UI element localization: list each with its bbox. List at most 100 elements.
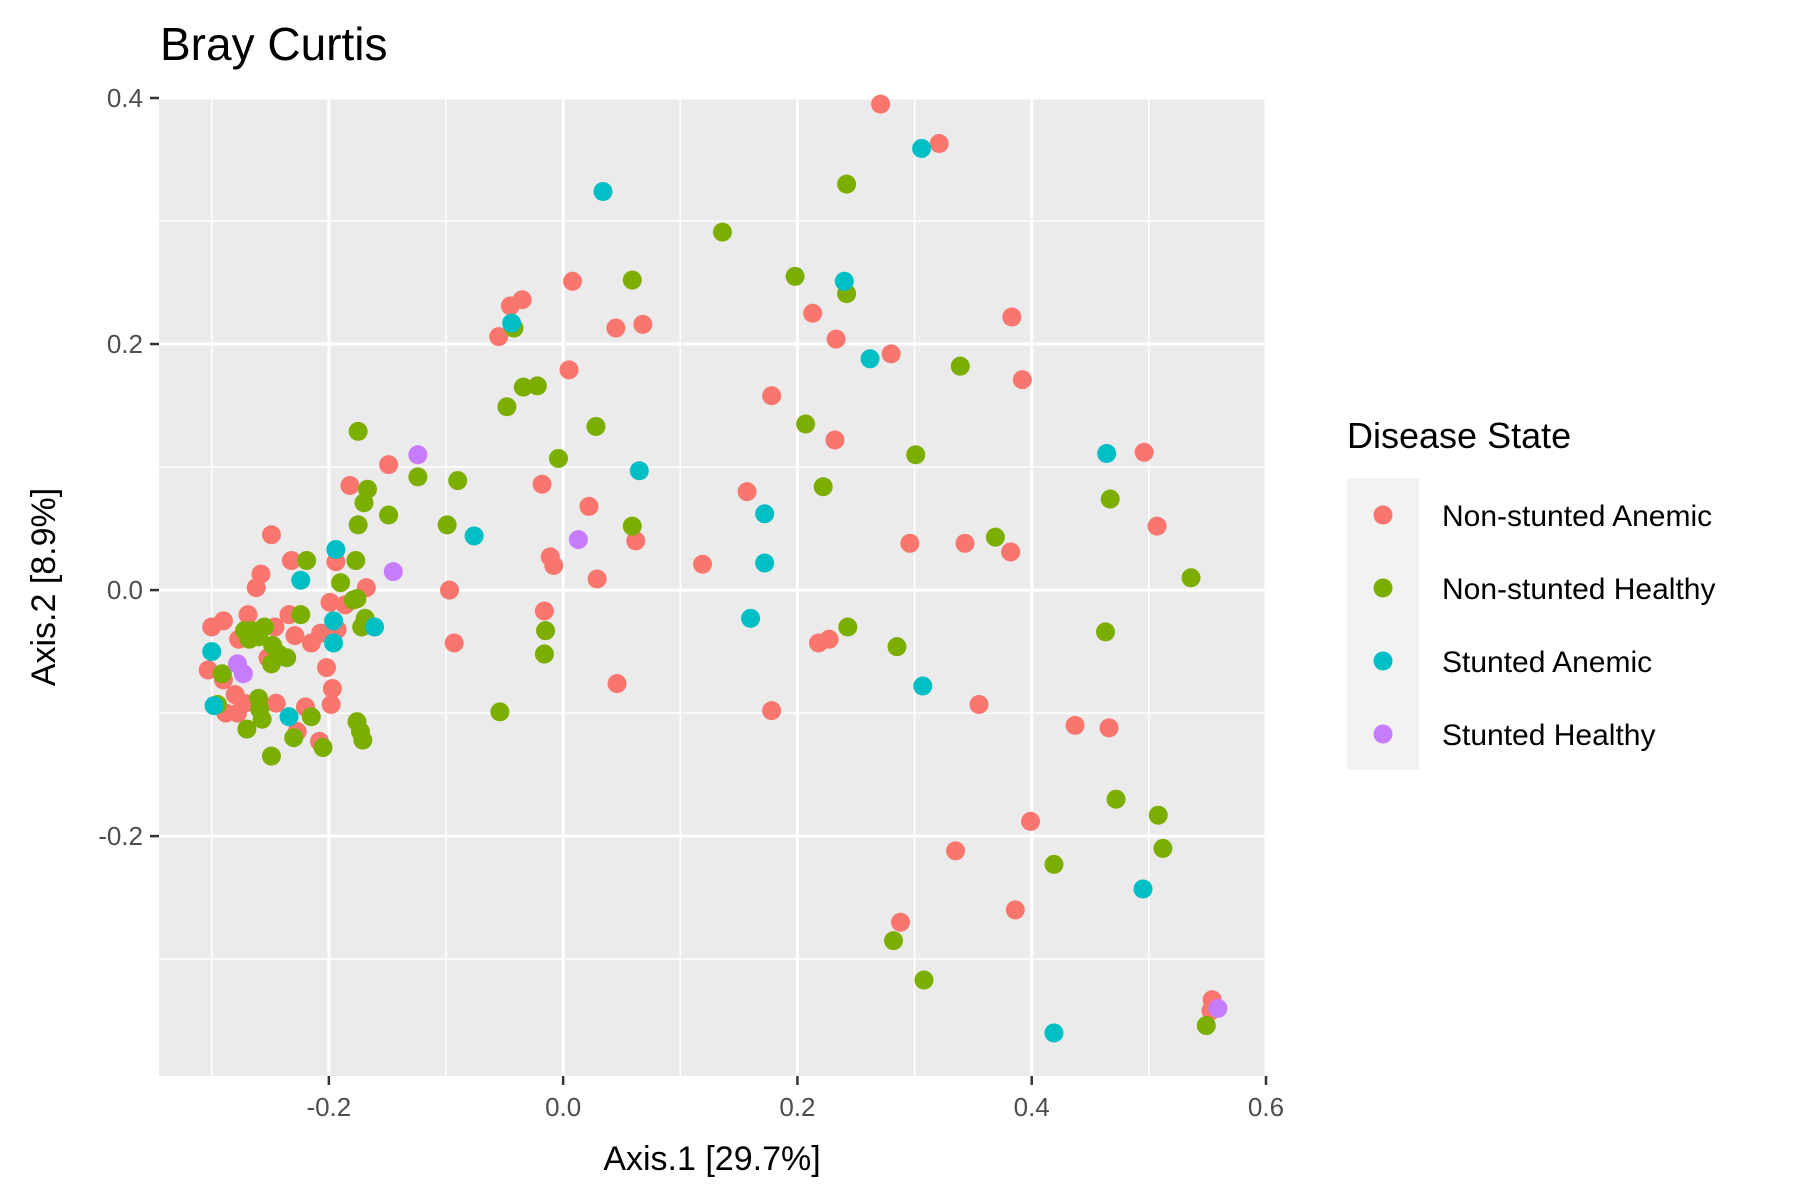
legend-key-background	[1347, 478, 1419, 770]
point-non-stunted-healthy	[261, 654, 281, 674]
point-stunted-anemic	[860, 349, 880, 369]
point-non-stunted-anemic	[322, 678, 342, 698]
point-non-stunted-anemic	[626, 531, 646, 551]
point-stunted-anemic	[365, 617, 385, 637]
point-non-stunted-healthy	[837, 174, 857, 194]
point-non-stunted-anemic	[285, 626, 305, 646]
y-tick-label: 0.0	[107, 575, 143, 605]
point-non-stunted-healthy	[906, 445, 926, 465]
point-non-stunted-healthy	[586, 416, 606, 436]
point-stunted-anemic	[1133, 879, 1153, 899]
x-tick-label: 0.4	[1014, 1092, 1050, 1122]
point-stunted-anemic	[1044, 1023, 1064, 1043]
point-non-stunted-anemic	[737, 482, 757, 502]
point-non-stunted-healthy	[353, 730, 373, 750]
point-non-stunted-healthy	[622, 270, 642, 290]
y-axis-title: Axis.2 [8.9%]	[25, 488, 63, 686]
point-non-stunted-anemic	[803, 303, 823, 323]
point-non-stunted-anemic	[606, 318, 626, 338]
point-non-stunted-anemic	[320, 592, 340, 612]
point-stunted-anemic	[464, 526, 484, 546]
legend-items: Non-stunted Anemic Non-stunted Healthy Stu…	[1373, 500, 1716, 752]
point-non-stunted-healthy	[1148, 805, 1168, 825]
point-non-stunted-anemic	[1147, 516, 1167, 536]
point-non-stunted-anemic	[563, 271, 583, 291]
point-non-stunted-anemic	[607, 674, 627, 694]
point-non-stunted-anemic	[261, 525, 281, 545]
point-non-stunted-healthy	[237, 719, 257, 739]
point-non-stunted-healthy	[497, 397, 517, 417]
point-non-stunted-anemic	[1005, 900, 1025, 920]
point-non-stunted-healthy	[212, 664, 232, 684]
point-non-stunted-healthy	[408, 467, 428, 487]
point-non-stunted-anemic	[213, 611, 233, 631]
legend-label-stunted-anemic: Stunted Anemic	[1442, 646, 1652, 679]
point-non-stunted-anemic	[317, 658, 337, 678]
point-non-stunted-healthy	[379, 505, 399, 525]
legend-key-stunted-anemic	[1373, 651, 1393, 671]
point-non-stunted-healthy	[348, 515, 368, 535]
point-non-stunted-anemic	[266, 693, 286, 713]
point-non-stunted-healthy	[301, 707, 321, 727]
point-non-stunted-healthy	[914, 970, 934, 990]
minor-gridlines	[159, 98, 1266, 1076]
point-non-stunted-healthy	[261, 746, 281, 766]
y-axis: -0.2 0.0 0.2 0.4	[98, 83, 159, 851]
point-non-stunted-healthy	[291, 605, 311, 625]
point-non-stunted-anemic	[1134, 442, 1154, 462]
point-non-stunted-anemic	[246, 578, 266, 598]
point-non-stunted-anemic	[826, 329, 846, 349]
x-tick-label: 0.6	[1248, 1092, 1284, 1122]
point-non-stunted-healthy	[548, 448, 568, 468]
plot-panel	[159, 98, 1266, 1076]
point-non-stunted-anemic	[311, 623, 331, 643]
point-non-stunted-healthy	[437, 515, 457, 535]
point-stunted-anemic	[913, 676, 933, 696]
point-non-stunted-healthy	[985, 527, 1005, 547]
point-non-stunted-healthy	[950, 356, 970, 376]
point-non-stunted-healthy	[346, 551, 366, 571]
point-non-stunted-anemic	[532, 474, 552, 494]
point-stunted-anemic	[502, 313, 522, 333]
point-non-stunted-anemic	[946, 841, 966, 861]
point-non-stunted-healthy	[838, 617, 858, 637]
point-stunted-anemic	[279, 707, 299, 727]
point-stunted-healthy	[383, 562, 403, 582]
x-tick-label: 0.0	[545, 1092, 581, 1122]
legend-key-non-stunted-healthy	[1373, 578, 1393, 598]
point-non-stunted-healthy	[1106, 789, 1126, 809]
point-non-stunted-healthy	[534, 644, 554, 664]
point-stunted-anemic	[755, 504, 775, 524]
point-non-stunted-anemic	[238, 605, 258, 625]
point-stunted-anemic	[1097, 444, 1117, 464]
point-stunted-healthy	[568, 530, 588, 550]
point-non-stunted-anemic	[1002, 307, 1022, 327]
point-stunted-anemic	[834, 271, 854, 291]
point-non-stunted-anemic	[1021, 811, 1041, 831]
point-non-stunted-anemic	[881, 344, 901, 364]
legend-key-stunted-healthy	[1373, 724, 1393, 744]
point-non-stunted-anemic	[534, 601, 554, 621]
point-non-stunted-healthy	[513, 377, 533, 397]
point-non-stunted-healthy	[813, 477, 833, 497]
major-gridlines	[159, 96, 1268, 1076]
point-non-stunted-healthy	[712, 222, 732, 242]
x-axis-title: Axis.1 [29.7%]	[603, 1140, 820, 1178]
point-non-stunted-healthy	[796, 414, 816, 434]
point-non-stunted-anemic	[955, 533, 975, 553]
chart-title: Bray Curtis	[160, 18, 387, 70]
legend-key-non-stunted-anemic	[1373, 505, 1393, 525]
point-non-stunted-healthy	[313, 738, 333, 758]
point-stunted-anemic	[629, 461, 649, 481]
point-non-stunted-healthy	[536, 621, 556, 641]
y-tick-label: -0.2	[98, 821, 143, 851]
point-non-stunted-anemic	[500, 296, 520, 316]
point-non-stunted-healthy	[527, 376, 547, 396]
legend-label-non-stunted-anemic: Non-stunted Anemic	[1442, 500, 1712, 533]
point-non-stunted-anemic	[559, 360, 579, 380]
point-stunted-healthy	[1208, 998, 1228, 1018]
point-non-stunted-anemic	[1099, 718, 1119, 738]
point-non-stunted-anemic	[693, 554, 713, 574]
point-stunted-anemic	[202, 642, 222, 662]
point-non-stunted-healthy	[1044, 854, 1064, 874]
